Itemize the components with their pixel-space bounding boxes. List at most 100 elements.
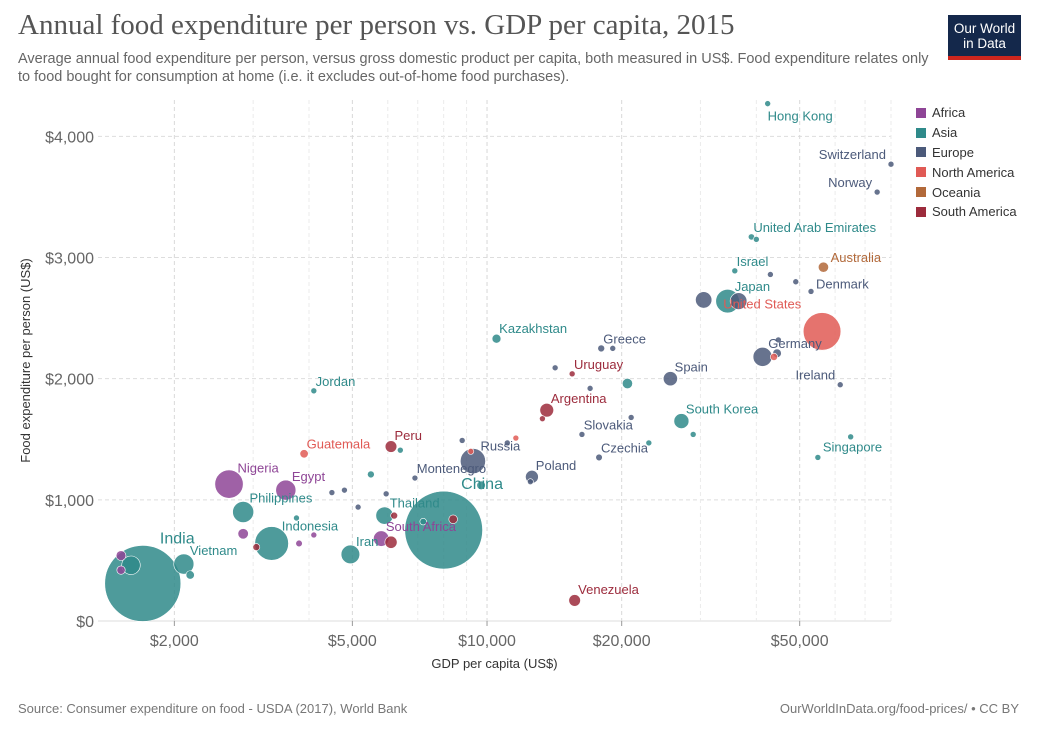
point-egypt[interactable]	[275, 479, 297, 501]
point-norway[interactable]	[873, 188, 881, 196]
point-label: Thailand	[390, 495, 440, 510]
point-singapore[interactable]	[814, 454, 822, 461]
point[interactable]	[390, 511, 398, 520]
point-peru[interactable]	[384, 440, 398, 453]
legend-item-europe[interactable]: Europe	[916, 143, 1017, 163]
point[interactable]	[729, 292, 748, 310]
point[interactable]	[310, 531, 318, 539]
point[interactable]	[115, 550, 127, 561]
point[interactable]	[237, 528, 249, 540]
point-jordan[interactable]	[310, 387, 318, 395]
point-spain[interactable]	[662, 371, 678, 387]
legend-item-south-america[interactable]: South America	[916, 202, 1017, 222]
point[interactable]	[586, 385, 594, 392]
point[interactable]	[252, 543, 261, 551]
point[interactable]	[621, 378, 633, 389]
point-greece[interactable]	[597, 344, 605, 353]
legend-item-asia[interactable]: Asia	[916, 123, 1017, 143]
point-south-korea[interactable]	[673, 413, 690, 429]
point-czechia[interactable]	[595, 453, 603, 462]
point[interactable]	[476, 480, 486, 490]
point-label: Hong Kong	[768, 109, 833, 124]
point[interactable]	[767, 271, 774, 278]
point[interactable]	[185, 570, 195, 580]
point-hong-kong[interactable]	[764, 100, 771, 107]
point-russia[interactable]	[460, 448, 486, 474]
logo-line-1: Our World	[953, 21, 1016, 36]
point[interactable]	[527, 478, 534, 485]
point-israel[interactable]	[731, 267, 739, 275]
point-label: United States	[723, 297, 802, 312]
legend-label: Africa	[932, 105, 966, 121]
point-ireland[interactable]	[836, 381, 844, 389]
point-guatemala[interactable]	[299, 449, 309, 459]
point-united-states[interactable]	[802, 312, 842, 351]
point-label: Peru	[395, 428, 422, 443]
legend-label: North America	[932, 164, 1015, 180]
point-label: Ireland	[795, 368, 835, 383]
point[interactable]	[467, 448, 475, 455]
point[interactable]	[121, 555, 141, 575]
point-switzerland[interactable]	[887, 160, 895, 168]
point[interactable]	[775, 336, 782, 344]
point[interactable]	[609, 345, 617, 352]
point-label: Australia	[831, 250, 882, 265]
point-denmark[interactable]	[807, 288, 815, 295]
point-kazakhstan[interactable]	[491, 333, 502, 344]
point[interactable]	[116, 565, 126, 575]
legend-item-oceania[interactable]: Oceania	[916, 182, 1017, 202]
point-iran[interactable]	[340, 544, 361, 564]
point[interactable]	[293, 514, 300, 522]
owid-logo[interactable]: Our World in Data	[948, 15, 1021, 60]
point-nigeria[interactable]	[214, 469, 244, 499]
point-indonesia[interactable]	[254, 526, 289, 561]
point[interactable]	[847, 433, 854, 441]
legend-swatch	[916, 107, 926, 118]
point-slovakia[interactable]	[578, 431, 586, 438]
point-australia[interactable]	[817, 261, 829, 273]
point-argentina[interactable]	[539, 402, 554, 418]
x-tick-label: $5,000	[328, 633, 377, 650]
point-label: Denmark	[816, 276, 869, 291]
point[interactable]	[512, 434, 520, 442]
legend-item-africa[interactable]: Africa	[916, 103, 1017, 123]
point-montenegro[interactable]	[411, 474, 419, 482]
point[interactable]	[354, 503, 362, 511]
point[interactable]	[695, 291, 713, 309]
license-link[interactable]: OurWorldInData.org/food-prices/ • CC BY	[779, 701, 1019, 716]
point[interactable]	[458, 437, 466, 444]
point[interactable]	[448, 514, 458, 524]
point-vietnam[interactable]	[173, 553, 195, 575]
point[interactable]	[295, 539, 303, 548]
legend-item-north-america[interactable]: North America	[916, 162, 1017, 182]
point-label: United Arab Emirates	[753, 220, 876, 235]
point-china[interactable]	[404, 490, 483, 570]
y-tick-label: $0	[76, 614, 94, 631]
point[interactable]	[627, 414, 635, 421]
point[interactable]	[503, 439, 511, 447]
point-label: Montenegro	[417, 461, 486, 476]
point-philippines[interactable]	[232, 501, 255, 523]
point[interactable]	[419, 518, 427, 526]
point[interactable]	[367, 470, 375, 479]
point[interactable]	[328, 489, 336, 496]
point[interactable]	[689, 431, 697, 438]
point[interactable]	[645, 439, 653, 447]
point[interactable]	[384, 535, 398, 549]
point-label: Argentina	[551, 391, 607, 406]
point[interactable]	[792, 278, 800, 286]
point[interactable]	[551, 364, 559, 372]
point[interactable]	[539, 415, 546, 422]
point[interactable]	[770, 352, 778, 361]
point[interactable]	[753, 236, 760, 243]
point-uruguay[interactable]	[568, 370, 576, 378]
legend-label: Oceania	[932, 184, 981, 200]
point-venezuela[interactable]	[568, 594, 581, 607]
point[interactable]	[382, 490, 390, 498]
point[interactable]	[397, 446, 404, 454]
point-label: Poland	[536, 458, 576, 473]
point-label: Switzerland	[819, 147, 886, 162]
point[interactable]	[341, 486, 348, 494]
logo-line-2: in Data	[963, 36, 1006, 51]
